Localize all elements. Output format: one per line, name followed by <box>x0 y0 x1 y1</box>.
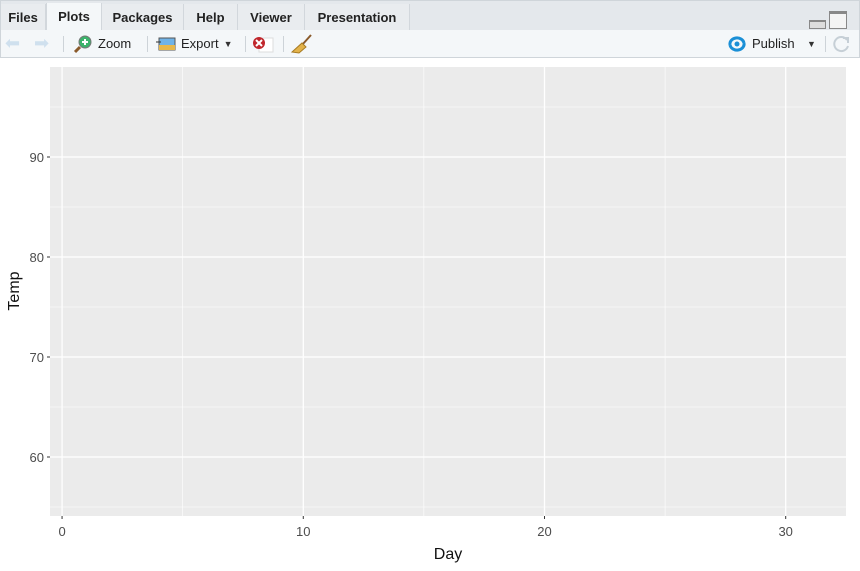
remove-plot-button[interactable] <box>251 30 275 57</box>
refresh-icon <box>833 35 849 52</box>
arrow-left-icon: ⬅ <box>5 33 21 53</box>
x-tick-label: 0 <box>58 524 65 539</box>
publish-button[interactable]: Publish <box>727 30 795 57</box>
zoom-button[interactable]: Zoom <box>73 30 131 57</box>
x-axis-label: Day <box>434 546 462 563</box>
zoom-magnifier-icon <box>73 35 92 53</box>
broom-icon <box>291 33 312 54</box>
clear-all-plots-button[interactable] <box>291 30 313 57</box>
tab-presentation[interactable]: Presentation <box>305 4 410 30</box>
minimize-pane-button[interactable] <box>809 20 826 29</box>
maximize-pane-button[interactable] <box>829 11 847 29</box>
tab-plots[interactable]: Plots <box>46 3 102 31</box>
tab-help[interactable]: Help <box>184 4 238 30</box>
plot-area: 0 10 20 30 60 70 80 90 Day Temp <box>6 67 846 563</box>
tab-files[interactable]: Files <box>1 4 46 30</box>
remove-plot-icon <box>253 36 274 52</box>
y-tick-label: 90 <box>30 150 44 165</box>
pane-tab-bar: Files Plots Packages Help Viewer Present… <box>0 0 860 31</box>
tab-packages[interactable]: Packages <box>102 4 184 30</box>
back-button[interactable]: ⬅ <box>5 30 20 57</box>
forward-button[interactable]: ➡ <box>34 30 49 57</box>
export-label: Export <box>181 36 219 51</box>
export-button[interactable]: Export ▼ <box>156 30 233 57</box>
arrow-right-icon: ➡ <box>34 33 50 53</box>
plot-panel <box>50 67 846 516</box>
publish-dropdown-button[interactable]: ▼ <box>807 30 816 57</box>
y-tick-label: 60 <box>30 450 44 465</box>
plots-toolbar: ⬅ ➡ Zoom Export ▼ Publish ▼ <box>0 30 860 58</box>
y-axis-label: Temp <box>6 271 23 310</box>
image-export-icon <box>156 37 176 50</box>
y-tick-label: 70 <box>30 350 44 365</box>
tab-viewer[interactable]: Viewer <box>238 4 305 30</box>
x-tick-label: 30 <box>778 524 792 539</box>
x-tick-label: 20 <box>537 524 551 539</box>
publish-icon <box>728 35 746 52</box>
publish-label: Publish <box>752 36 795 51</box>
caret-down-icon: ▼ <box>223 38 233 49</box>
x-tick-label: 10 <box>296 524 310 539</box>
caret-down-icon: ▼ <box>807 38 816 49</box>
zoom-label: Zoom <box>98 36 132 51</box>
y-tick-label: 80 <box>30 250 44 265</box>
refresh-button[interactable] <box>833 30 851 57</box>
